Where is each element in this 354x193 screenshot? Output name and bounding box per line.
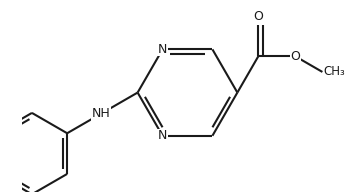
Text: N: N (158, 129, 167, 142)
Text: O: O (290, 50, 300, 63)
Text: CH₃: CH₃ (324, 65, 346, 78)
Text: N: N (158, 43, 167, 56)
Text: O: O (253, 10, 263, 23)
Text: NH: NH (92, 107, 111, 120)
